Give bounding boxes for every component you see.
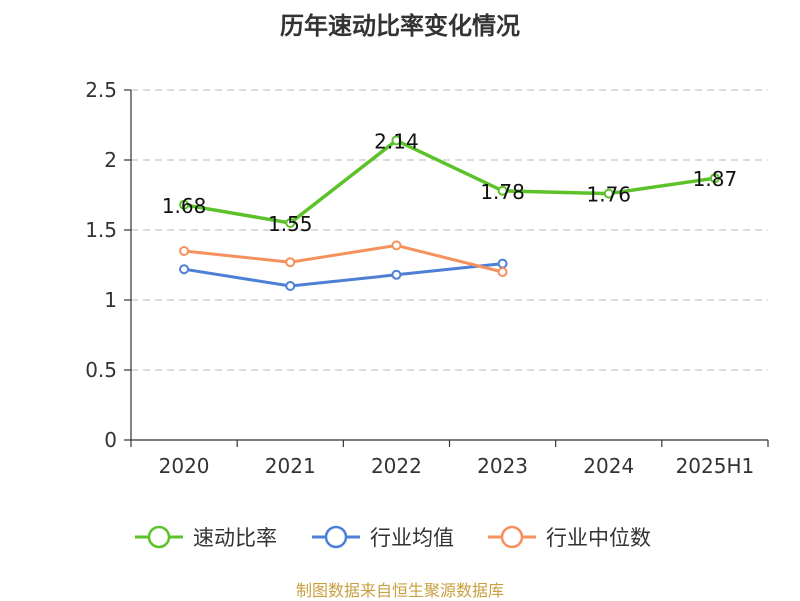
axes: 0 0.5 1 1.5 2 2.5 2020 2021 2022 2023 2024 2025H1 (85, 78, 769, 478)
y-tick-label: 2.5 (85, 78, 117, 102)
chart-title: 历年速动比率变化情况 (280, 12, 520, 40)
data-label: 1.76 (586, 183, 631, 207)
data-point[interactable] (179, 199, 190, 210)
legend[interactable]: 速动比率 行业均值 行业中位数 (135, 525, 651, 550)
data-label: 1.55 (268, 212, 313, 236)
data-point[interactable] (179, 246, 190, 256)
source-note: 制图数据来自恒生聚源数据库 (295, 581, 504, 600)
data-point[interactable] (603, 188, 614, 199)
grid-lines (131, 89, 768, 371)
y-tick-label: 1.5 (85, 218, 117, 242)
series-line (183, 262, 503, 288)
legend-item[interactable]: 行业均值 (312, 525, 454, 550)
series-line (183, 243, 503, 274)
series-lines (179, 135, 720, 291)
legend-label: 行业中位数 (546, 526, 651, 550)
data-point[interactable] (391, 135, 402, 146)
data-point[interactable] (285, 218, 296, 228)
x-tick-label: 2024 (583, 454, 634, 478)
data-point[interactable] (285, 281, 296, 291)
x-tick-label: 2022 (371, 454, 422, 478)
legend-marker (324, 525, 348, 549)
data-labels: 1.68 1.55 2.14 1.78 1.76 1.87 (162, 129, 737, 236)
x-tick-label: 2021 (265, 454, 316, 478)
data-point[interactable] (285, 257, 296, 268)
legend-marker (147, 525, 171, 549)
x-tick-label: 2025H1 (676, 454, 755, 478)
data-label: 1.87 (693, 167, 738, 191)
data-point[interactable] (497, 185, 508, 196)
series-line (183, 138, 716, 225)
data-point[interactable] (497, 267, 508, 277)
legend-label: 行业均值 (370, 526, 454, 550)
legend-item[interactable]: 速动比率 (135, 525, 277, 550)
data-point[interactable] (391, 240, 402, 251)
data-point[interactable] (709, 173, 720, 184)
data-point[interactable] (497, 258, 508, 269)
legend-label: 速动比率 (193, 526, 277, 550)
data-point[interactable] (391, 269, 402, 280)
y-tick-label: 2 (104, 148, 117, 172)
y-tick-label: 0 (104, 428, 117, 452)
legend-marker (500, 525, 524, 549)
y-tick-label: 1 (104, 288, 117, 312)
y-tick-label: 0.5 (85, 358, 117, 382)
x-tick-label: 2023 (477, 454, 528, 478)
x-tick-label: 2020 (159, 454, 210, 478)
data-label: 1.68 (162, 194, 207, 218)
data-point[interactable] (179, 264, 190, 275)
legend-item[interactable]: 行业中位数 (488, 525, 651, 550)
data-label: 1.78 (480, 180, 525, 204)
data-label: 2.14 (374, 129, 419, 153)
